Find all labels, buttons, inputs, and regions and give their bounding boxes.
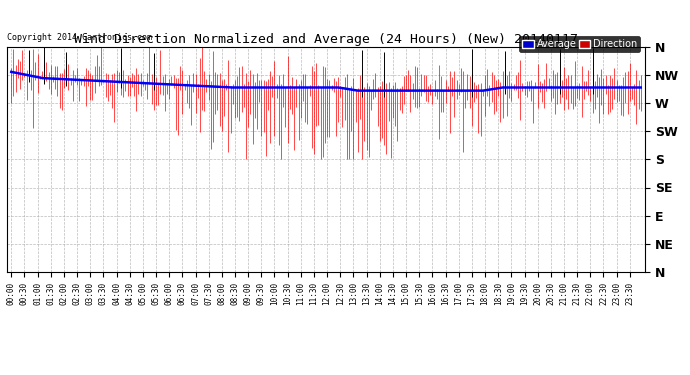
Text: Copyright 2014 Cartronics.com: Copyright 2014 Cartronics.com [7, 33, 152, 42]
Legend: Average, Direction: Average, Direction [519, 36, 640, 52]
Title: Wind Direction Normalized and Average (24 Hours) (New) 20140117: Wind Direction Normalized and Average (2… [74, 33, 578, 46]
